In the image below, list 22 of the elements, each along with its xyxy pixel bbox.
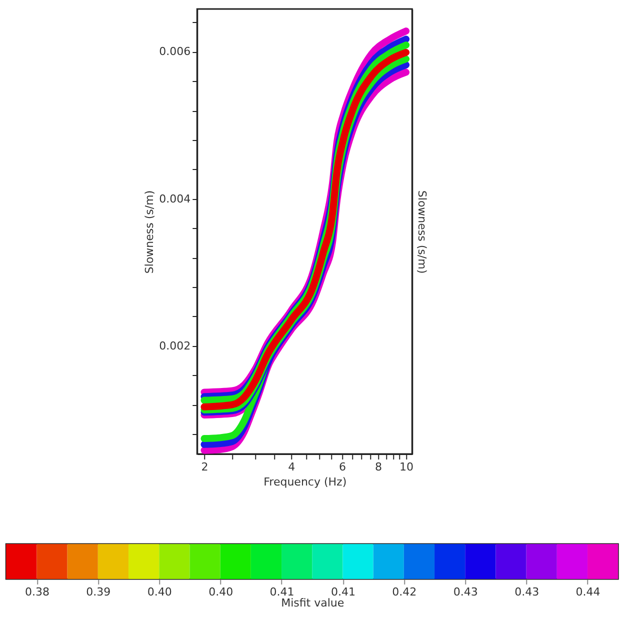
x-tick-label: 8	[375, 460, 382, 474]
x-tick-label: 4	[288, 460, 296, 474]
color-bar-title: Misfit value	[281, 596, 344, 610]
color-bar-label: 0.42	[392, 586, 417, 598]
color-bar-label: 0.40	[208, 586, 234, 598]
color-bar-label: 0.39	[86, 586, 111, 598]
y-tick-label: 0.002	[159, 339, 191, 352]
x-axis-title: Frequency (Hz)	[264, 476, 347, 488]
color-bar-label: 0.43	[514, 586, 540, 598]
color-bar-label: 0.38	[24, 586, 50, 598]
color-bar-label: 0.44	[576, 586, 600, 598]
y-tick-label: 0.004	[159, 192, 191, 206]
color-bar-label: 0.40	[147, 586, 172, 598]
color-bar-label: 0.43	[453, 586, 478, 598]
x-tick-label: 2	[201, 460, 208, 474]
color-bar-label: 0.41	[330, 586, 356, 598]
color-bar-label: 0.41	[270, 586, 294, 598]
x-tick-label: 10	[400, 460, 414, 474]
y-axis-title: Slowness (s/m)	[143, 190, 156, 274]
y-tick-label: 0.006	[159, 45, 191, 58]
x-tick-label: 6	[338, 460, 346, 474]
y2-axis-title: Slowness (s/m)	[416, 190, 429, 274]
